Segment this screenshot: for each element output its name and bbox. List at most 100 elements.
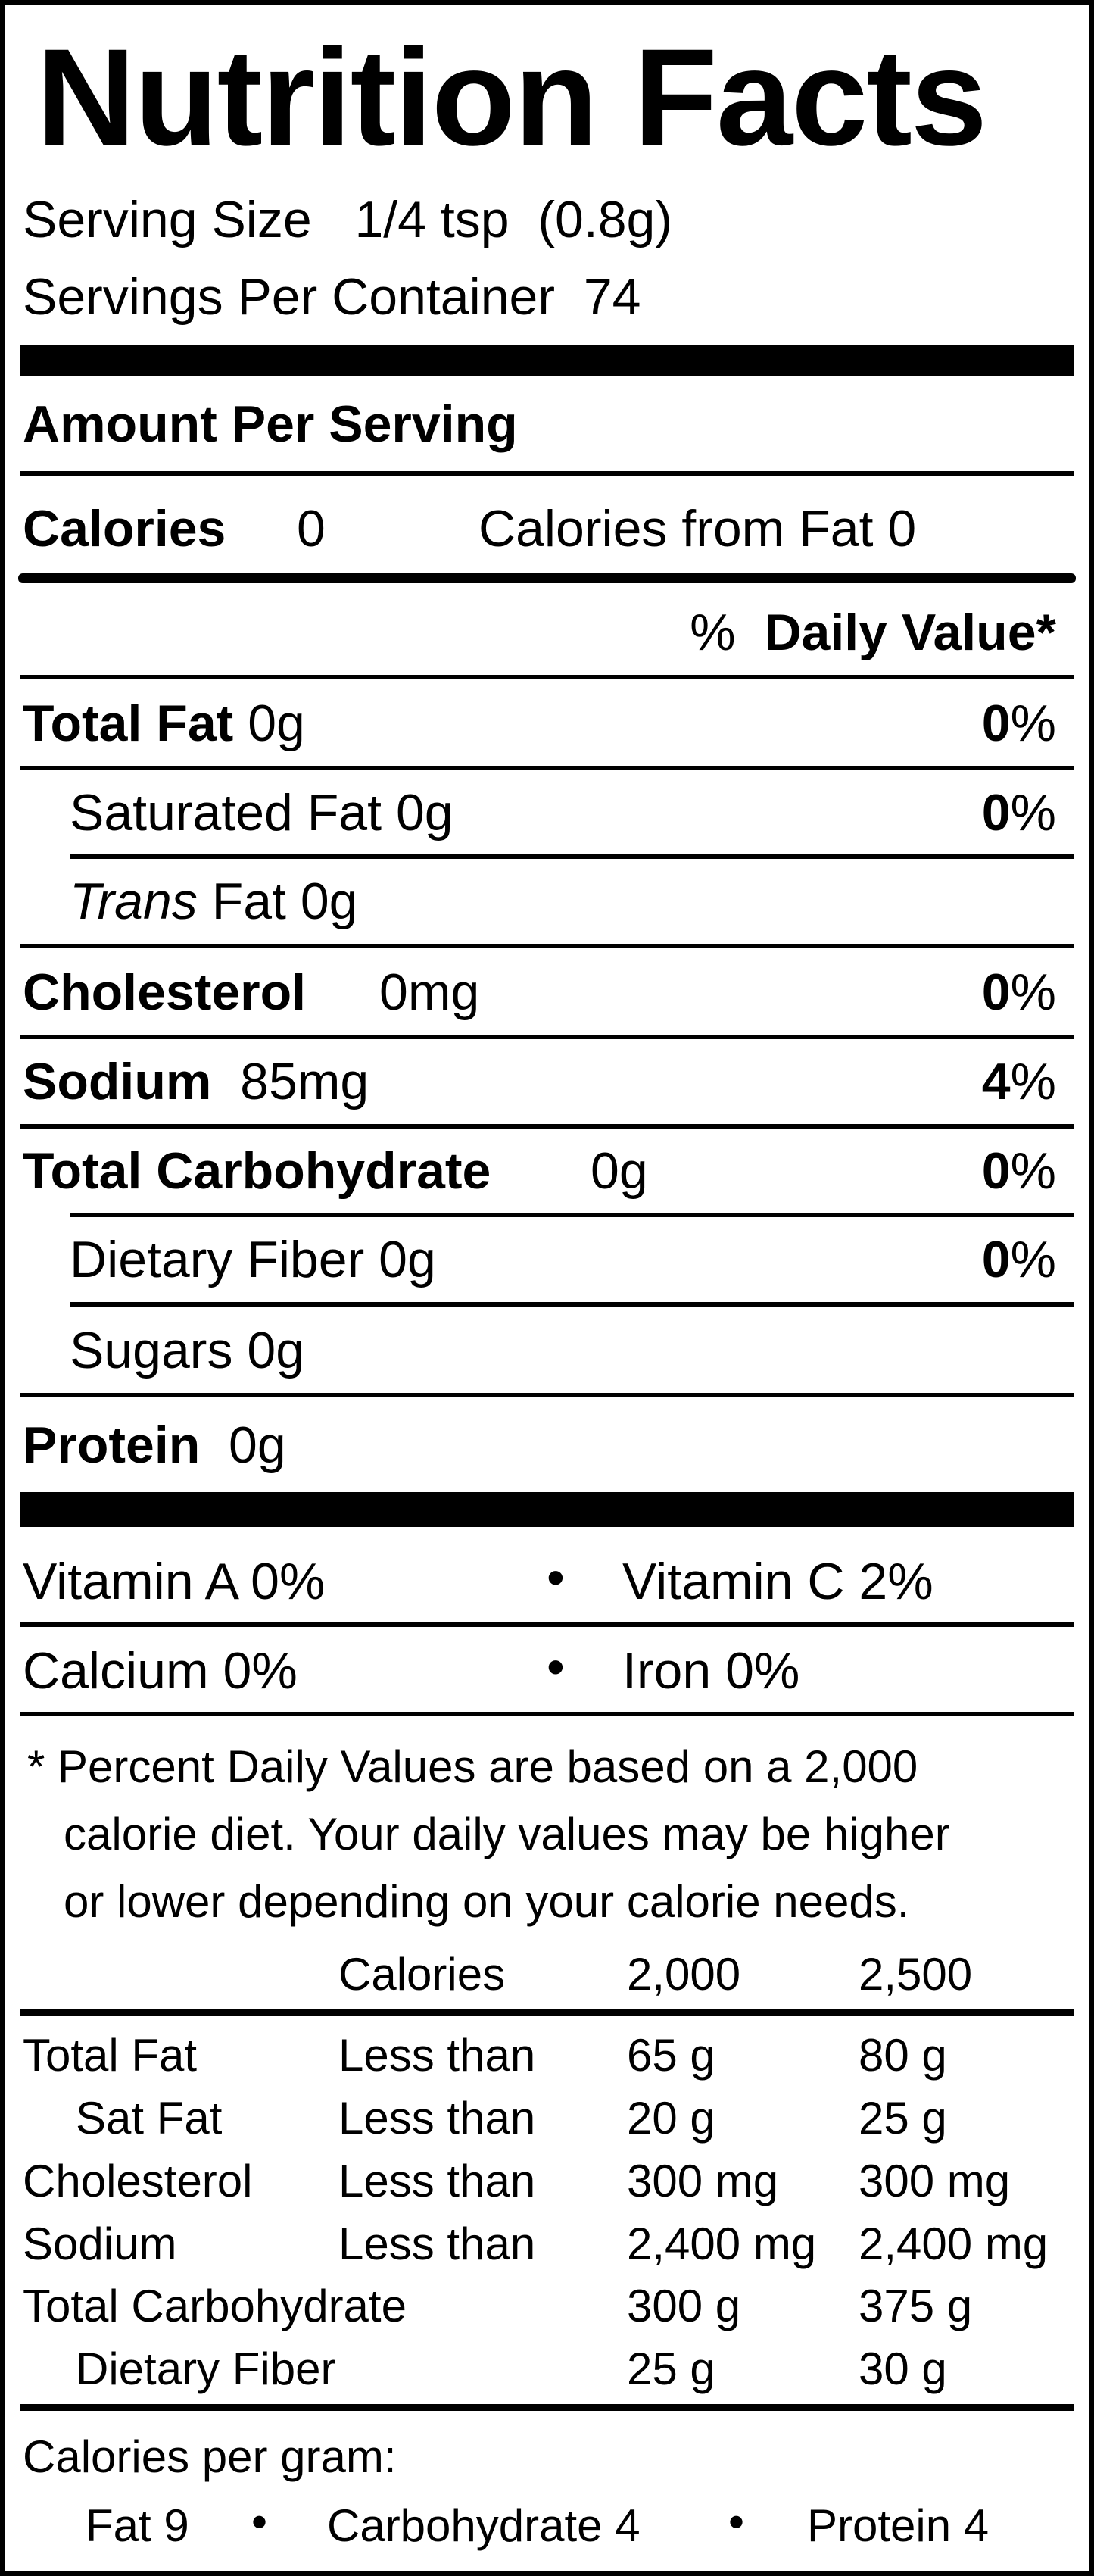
nutrient-amount: 85mg [240,1053,369,1110]
calories-label: Calories [23,500,226,557]
nutrient-cholesterol: Cholesterol [23,966,306,1018]
nutrient-sugars: Sugars 0g [70,1325,304,1376]
calories-per-gram-carbohydrate: Carbohydrate 4 [327,2500,641,2551]
dv-cell: 300 mg [627,2156,779,2206]
bullet: • [251,2496,268,2547]
divider [20,675,1074,679]
vitamin-value: 0% [251,1553,326,1610]
nutrient-pct: 0% [982,787,1056,838]
calories-row: Calories [23,503,226,554]
daily-value-label: Daily Value* [764,604,1056,661]
nutrient-amount: 0g [229,1416,286,1474]
dv-cell: Cholesterol [23,2156,253,2206]
nutrient-label: Sugars [70,1322,233,1379]
percent-sign: % [690,604,736,661]
vitamin-value: 2% [859,1553,933,1610]
nutrient-sodium: Sodium 85mg [23,1056,369,1107]
vitamin-label: Calcium [23,1642,209,1700]
divider [70,854,1074,859]
dv-cell: Less than [338,2093,536,2144]
dv-cell: Dietary Fiber [76,2343,336,2394]
divider [20,2009,1074,2016]
nutrient-amount: 0g [247,1322,305,1379]
nutrient-pct: 0% [982,1234,1056,1285]
nutrient-label: Protein [23,1416,201,1474]
calories-fat-label: Calories from Fat [478,500,874,557]
vitamin-a: Vitamin A 0% [23,1556,325,1607]
pct-value: 0 [981,1142,1011,1200]
nutrient-amount: 0mg [379,963,480,1021]
label-title: Nutrition Facts [36,20,987,174]
dv-cell: Total Fat [23,2030,198,2081]
dv-cell: 25 g [859,2093,947,2144]
serving-size-label: Serving Size [23,191,312,248]
nutrient-protein: Protein 0g [23,1419,286,1471]
percent-sign: % [1010,784,1056,841]
divider [20,944,1074,948]
dv-cell: 2,400 mg [859,2218,1049,2269]
divider [70,1213,1074,1217]
dv-cell: Less than [338,2030,536,2081]
nutrient-label: Sodium [23,1053,212,1110]
thick-divider [20,345,1074,376]
percent-sign: % [1010,963,1056,1021]
dv-cell: 25 g [627,2343,715,2394]
nutrient-label: Cholesterol [23,963,307,1021]
vitamin-label: Iron [622,1642,712,1700]
nutrient-label: Fat [211,873,286,930]
percent-sign: % [1010,1142,1056,1200]
divider [20,1035,1074,1039]
divider [20,471,1074,476]
dv-cell: 300 mg [859,2156,1011,2206]
pct-value: 0 [981,1231,1011,1288]
nutrient-trans-fat: Trans Fat 0g [70,876,357,927]
nutrient-amount: 0g [300,873,358,930]
thick-divider [20,1492,1074,1527]
vitamin-value: 0% [725,1642,800,1700]
nutrient-total-carbohydrate: Total Carbohydrate [23,1145,491,1197]
vitamin-c: Vitamin C 2% [622,1556,933,1607]
nutrient-pct: 4% [982,1056,1056,1107]
servings-value: 74 [583,268,641,326]
nutrient-label: Total Fat [23,695,234,752]
calories-from-fat: Calories from Fat 0 [478,503,916,554]
footnote-line: * Percent Daily Values are based on a 2,… [27,1741,918,1792]
vitamin-label: Vitamin A [23,1553,237,1610]
nutrient-total-fat: Total Fat 0g [23,698,305,749]
dv-cell: Less than [338,2156,536,2206]
serving-size-value: 1/4 tsp (0.8g) [354,191,672,248]
bullet: • [728,2496,745,2547]
servings-per-container: Servings Per Container 74 [23,271,641,323]
footnote-line: or lower depending on your calorie needs… [64,1876,910,1927]
iron: Iron 0% [622,1645,799,1697]
serving-size: Serving Size 1/4 tsp (0.8g) [23,194,672,245]
divider [20,1712,1074,1716]
pct-value: 0 [981,784,1011,841]
calories-per-gram-label: Calories per gram: [23,2431,397,2482]
nutrient-pct: 0% [982,698,1056,749]
calories-fat-value: 0 [887,500,917,557]
nutrient-pct: 0% [982,1145,1056,1197]
nutrient-label: Saturated Fat [70,784,382,841]
servings-label: Servings Per Container [23,268,556,326]
daily-value-header: % Daily Value* [690,607,1056,658]
calories-per-gram-fat: Fat 9 [86,2500,189,2551]
calories-per-gram-protein: Protein 4 [807,2500,990,2551]
nutrient-amount: 0g [395,784,453,841]
dv-cell: 65 g [627,2030,715,2081]
nutrient-label-italic: Trans [70,873,198,930]
dv-cell: 30 g [859,2343,947,2394]
vitamin-value: 0% [223,1642,298,1700]
percent-sign: % [1010,1053,1056,1110]
nutrient-saturated-fat: Saturated Fat 0g [70,787,453,838]
divider [20,1622,1074,1627]
nutrient-amount: 0g [379,1231,436,1288]
dv-cell: 2,400 mg [627,2218,817,2269]
dv-cell: Less than [338,2218,536,2269]
pct-value: 0 [981,963,1011,1021]
nutrient-dietary-fiber: Dietary Fiber 0g [70,1234,436,1285]
bullet: • [547,1549,565,1606]
percent-sign: % [1010,695,1056,752]
nutrient-amount: 0g [248,695,305,752]
